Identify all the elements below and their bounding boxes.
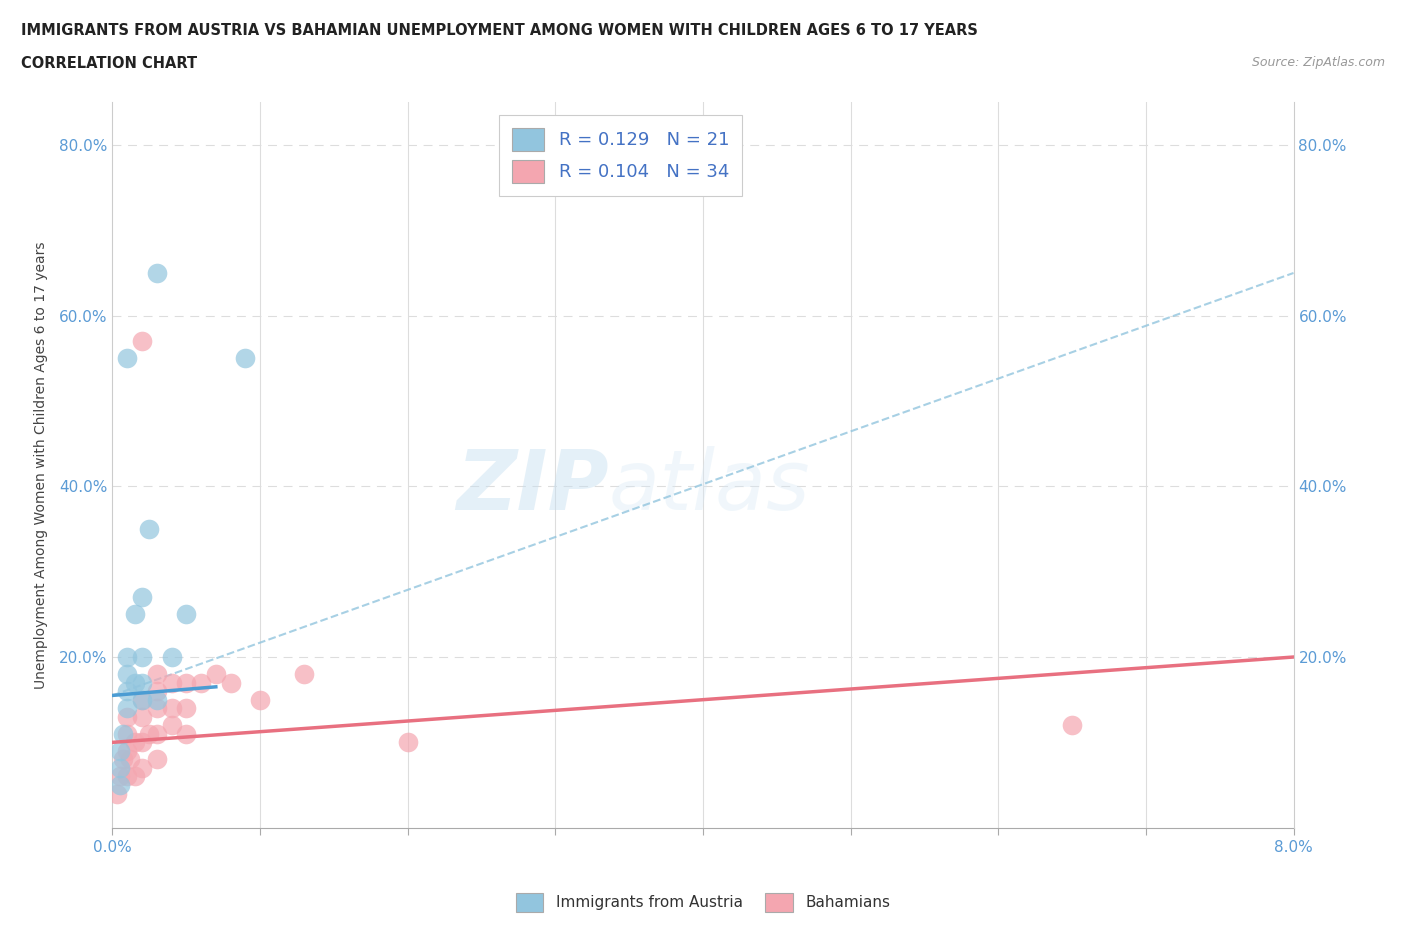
Point bbox=[131, 692, 153, 707]
Point bbox=[131, 675, 153, 690]
Point bbox=[146, 667, 169, 682]
Point bbox=[233, 351, 256, 365]
Point bbox=[146, 752, 169, 767]
Point bbox=[138, 726, 160, 741]
Point bbox=[117, 769, 138, 784]
Point bbox=[146, 726, 169, 741]
Legend: R = 0.129   N = 21, R = 0.104   N = 34: R = 0.129 N = 21, R = 0.104 N = 34 bbox=[499, 115, 742, 195]
Point bbox=[117, 743, 138, 758]
Point bbox=[131, 334, 153, 349]
Point bbox=[396, 735, 419, 750]
Point bbox=[131, 761, 153, 776]
Text: ZIP: ZIP bbox=[456, 446, 609, 527]
Point bbox=[146, 684, 169, 698]
Text: Source: ZipAtlas.com: Source: ZipAtlas.com bbox=[1251, 56, 1385, 69]
Point bbox=[131, 692, 153, 707]
Point bbox=[131, 649, 153, 664]
Point bbox=[190, 675, 212, 690]
Point bbox=[108, 777, 131, 792]
Point bbox=[146, 266, 169, 281]
Point bbox=[124, 769, 146, 784]
Point bbox=[138, 522, 160, 537]
Point bbox=[160, 718, 183, 733]
Point bbox=[124, 675, 146, 690]
Point bbox=[131, 590, 153, 604]
Point bbox=[108, 769, 131, 784]
Point bbox=[160, 701, 183, 716]
Point bbox=[131, 735, 153, 750]
Point bbox=[124, 607, 146, 622]
Point bbox=[160, 675, 183, 690]
Point bbox=[117, 701, 138, 716]
Point bbox=[124, 735, 146, 750]
Point bbox=[249, 692, 271, 707]
Point bbox=[174, 607, 197, 622]
Point bbox=[146, 692, 169, 707]
Point bbox=[160, 649, 183, 664]
Point bbox=[105, 786, 128, 801]
Point bbox=[174, 675, 197, 690]
Point bbox=[117, 649, 138, 664]
Y-axis label: Unemployment Among Women with Children Ages 6 to 17 years: Unemployment Among Women with Children A… bbox=[34, 241, 48, 689]
Point bbox=[111, 726, 134, 741]
Point bbox=[174, 701, 197, 716]
Point bbox=[117, 710, 138, 724]
Text: IMMIGRANTS FROM AUSTRIA VS BAHAMIAN UNEMPLOYMENT AMONG WOMEN WITH CHILDREN AGES : IMMIGRANTS FROM AUSTRIA VS BAHAMIAN UNEM… bbox=[21, 23, 979, 38]
Point bbox=[108, 743, 131, 758]
Point bbox=[117, 351, 138, 365]
Point bbox=[108, 761, 131, 776]
Point bbox=[120, 752, 142, 767]
Point bbox=[131, 710, 153, 724]
Text: CORRELATION CHART: CORRELATION CHART bbox=[21, 56, 197, 71]
Point bbox=[205, 667, 228, 682]
Point bbox=[146, 701, 169, 716]
Text: atlas: atlas bbox=[609, 446, 810, 527]
Point bbox=[117, 667, 138, 682]
Point bbox=[117, 684, 138, 698]
Point bbox=[174, 726, 197, 741]
Legend: Immigrants from Austria, Bahamians: Immigrants from Austria, Bahamians bbox=[510, 887, 896, 918]
Point bbox=[219, 675, 242, 690]
Point bbox=[111, 752, 134, 767]
Point bbox=[292, 667, 315, 682]
Point bbox=[1062, 718, 1084, 733]
Point bbox=[117, 726, 138, 741]
